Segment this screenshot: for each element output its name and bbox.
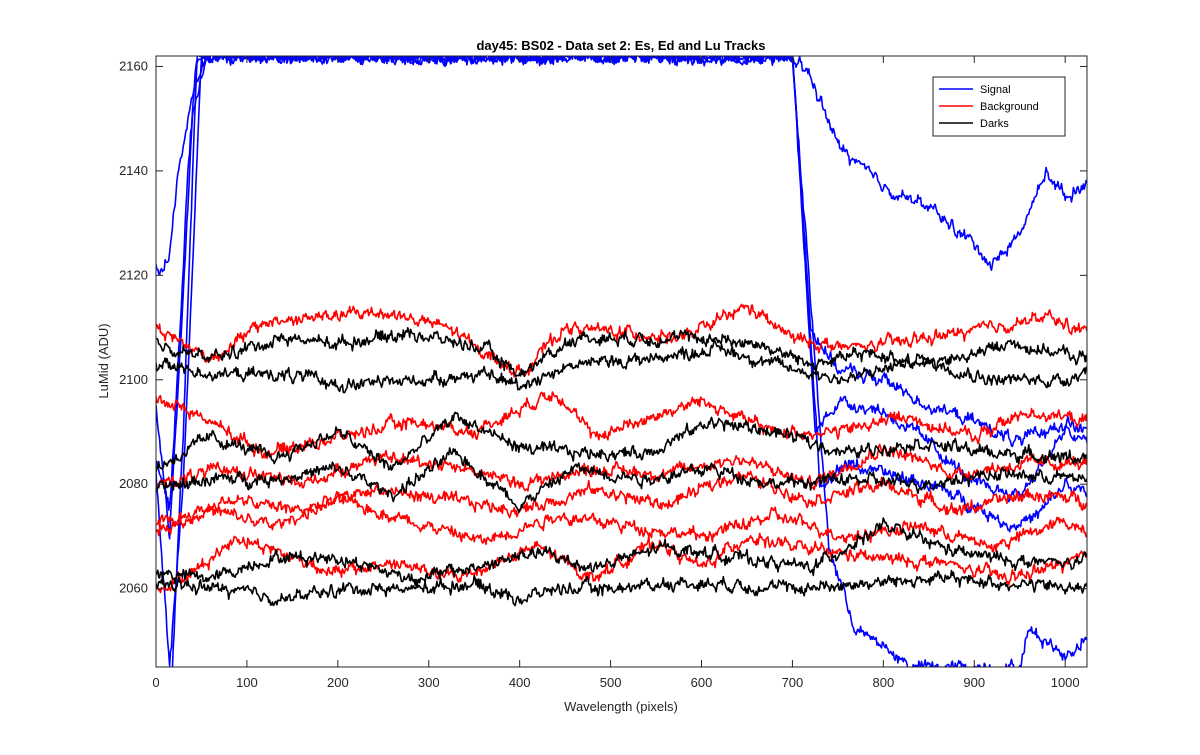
series-line-darks-16 — [156, 569, 1087, 607]
series-line-signal-2 — [156, 56, 1087, 540]
y-tick-label: 2120 — [119, 267, 148, 282]
y-tick-label: 2100 — [119, 372, 148, 387]
y-tick-label: 2080 — [119, 476, 148, 491]
series-line-darks-13 — [156, 411, 1087, 473]
legend: Signal Background Darks — [932, 76, 1066, 137]
x-tick-label: 200 — [327, 675, 349, 690]
x-tick-label: 300 — [418, 675, 440, 690]
x-tick-label: 800 — [872, 675, 894, 690]
y-axis-label: LuMid (ADU) — [96, 323, 111, 398]
chart-title: day45: BS02 - Data set 2: Es, Ed and Lu … — [476, 38, 765, 53]
x-tick-label: 900 — [963, 675, 985, 690]
x-tick-label: 700 — [782, 675, 804, 690]
series-line-background-7 — [156, 443, 1087, 492]
series-line-background-9 — [156, 490, 1087, 553]
x-tick-label: 400 — [509, 675, 531, 690]
x-tick-label: 500 — [600, 675, 622, 690]
legend-label-darks: Darks — [980, 118, 1009, 130]
series-line-darks-14 — [156, 447, 1087, 514]
y-tick-label: 2140 — [119, 163, 148, 178]
series-line-darks-12 — [156, 339, 1087, 394]
series-line-background-10 — [156, 532, 1087, 594]
axes-box — [155, 55, 1088, 668]
series-line-signal-0 — [156, 56, 1087, 276]
legend-label-signal: Signal — [980, 84, 1011, 96]
x-axis-label: Wavelength (pixels) — [564, 699, 678, 714]
series-line-darks-15 — [156, 517, 1087, 586]
series-line-signal-3 — [156, 56, 1087, 667]
legend-label-background: Background — [980, 101, 1039, 113]
x-tick-label: 600 — [691, 675, 713, 690]
y-tick-label: 2160 — [119, 58, 148, 73]
x-tick-label: 100 — [236, 675, 258, 690]
x-tick-label: 1000 — [1051, 675, 1080, 690]
y-tick-label: 2060 — [119, 581, 148, 596]
x-tick-label: 0 — [152, 675, 159, 690]
